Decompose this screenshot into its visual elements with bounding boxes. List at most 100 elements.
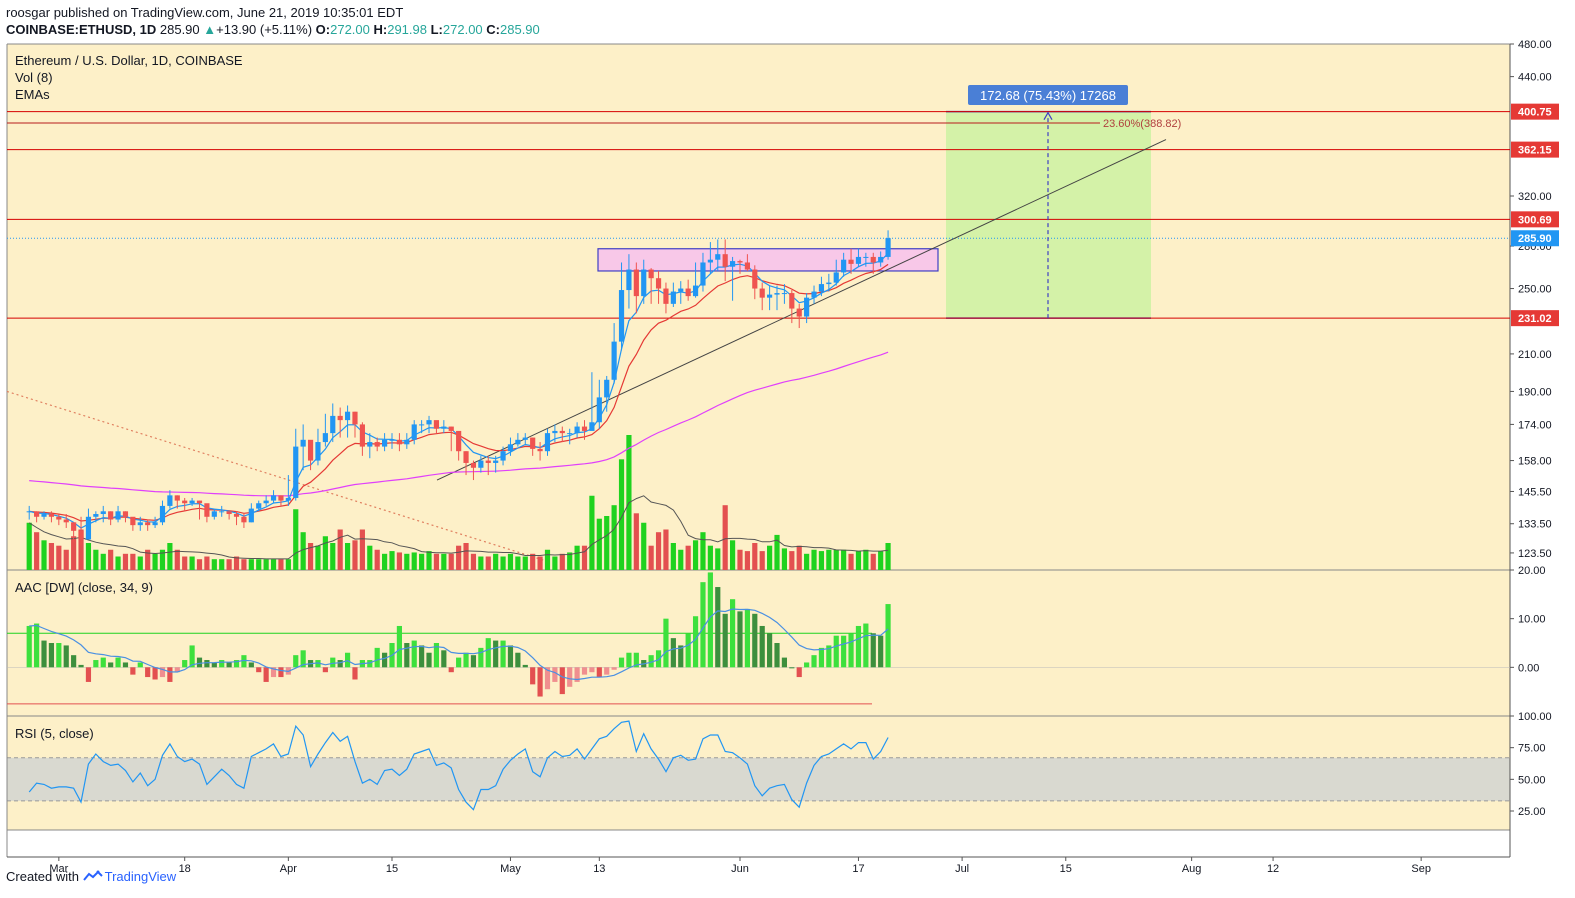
aac-bar [781, 657, 788, 668]
candle-body [426, 420, 432, 425]
aac-bar [322, 667, 328, 673]
volume-bar [63, 549, 69, 570]
volume-bar [485, 556, 491, 570]
volume-bar [544, 549, 551, 570]
level-price-badge [1511, 211, 1559, 228]
volume-bar [300, 532, 306, 570]
price-tick-label: 145.50 [1518, 486, 1552, 498]
volume-bar [344, 543, 351, 570]
aac-bar [767, 633, 773, 668]
volume-bar [404, 553, 410, 570]
volume-bar [337, 529, 343, 570]
tradingview-logo-icon [82, 870, 103, 881]
level-price-badge [1511, 310, 1559, 327]
candle-body [700, 262, 706, 286]
volume-bar [515, 556, 521, 570]
candle-body [774, 293, 780, 295]
volume-bar [589, 495, 595, 570]
aac-bar [596, 667, 602, 678]
created-with-text: Created with [6, 869, 79, 884]
aac-bar [78, 664, 84, 668]
aac-bar [441, 650, 447, 668]
candle-body [781, 293, 788, 295]
aac-bar [248, 662, 254, 668]
volume-bar [478, 556, 484, 570]
aac-bar [352, 667, 358, 680]
candle-body [456, 430, 462, 452]
volume-bar [196, 559, 203, 570]
aac-bar [396, 625, 403, 668]
aac-bar [759, 625, 765, 668]
candle-body [604, 379, 610, 398]
volume-bar [211, 559, 217, 570]
price-tick-label: 440.00 [1518, 72, 1552, 84]
candle-body [270, 495, 277, 501]
aac-legend: AAC [DW] (close, 34, 9) [15, 580, 153, 595]
aac-bar [56, 643, 62, 668]
candle-body [34, 511, 40, 517]
candle-body [567, 433, 573, 435]
aac-bar [374, 647, 380, 668]
volume-bar [655, 532, 662, 570]
volume-bar [685, 545, 691, 570]
candle-body [71, 522, 77, 531]
aac-bar [818, 647, 825, 668]
measure-label-bg [968, 85, 1128, 105]
volume-bar [330, 543, 336, 570]
aac-bar [115, 657, 121, 668]
volume-bar [604, 516, 610, 570]
time-tick-label: Mar [49, 863, 68, 875]
aac-bar [737, 611, 743, 668]
aac-tick-label: 0.00 [1518, 662, 1539, 674]
aac-bar [463, 652, 469, 668]
candle-body [26, 511, 32, 513]
candle-body [322, 433, 328, 443]
aac-bar [293, 655, 299, 668]
volume-bar [574, 545, 580, 570]
aac-bar [145, 667, 151, 678]
aac-bar [470, 655, 477, 668]
aac-tick-label: 20.00 [1518, 565, 1546, 577]
candle-body [219, 511, 225, 513]
aac-bar [626, 652, 632, 668]
volume-bar [441, 553, 447, 570]
publish-info: roosgar published on TradingView.com, Ju… [6, 5, 403, 20]
candle-body [559, 430, 565, 434]
candle-body [552, 430, 558, 434]
tradingview-brand-link[interactable]: TradingView [104, 869, 177, 884]
volume-bar [456, 545, 462, 570]
aac-bar [174, 667, 180, 673]
volume-bar [670, 543, 676, 570]
volume-bar [78, 529, 84, 570]
volume-bar [581, 545, 588, 570]
volume-bar [419, 553, 425, 570]
candle-body [663, 288, 669, 304]
aac-bar [567, 667, 573, 687]
aac-bar [411, 640, 417, 668]
aac-bar [263, 667, 269, 682]
candle-body [433, 420, 440, 429]
candle-body [522, 437, 528, 440]
volume-bar [26, 522, 32, 570]
volume-bar [530, 553, 536, 570]
low-value: 272.00 [442, 22, 483, 37]
volume-bar [841, 549, 847, 570]
candle-body [648, 269, 654, 279]
author-name[interactable]: roosgar [6, 5, 51, 20]
volume-bar [722, 505, 728, 570]
symbol-info: COINBASE:ETHUSD, 1D 285.90 ▲+13.90 (+5.1… [6, 22, 540, 37]
candle-body [48, 514, 55, 517]
volume-bar [537, 556, 543, 570]
aac-bar [833, 635, 839, 668]
price-tick-label: 133.50 [1518, 519, 1552, 531]
candle-body [226, 511, 232, 515]
time-tick-label: 18 [179, 863, 191, 875]
aac-bar [71, 655, 77, 668]
volume-bar [470, 553, 477, 570]
aac-bar [315, 660, 321, 668]
aac-bar [137, 662, 143, 668]
aac-bar [559, 667, 565, 695]
candle-body [404, 439, 410, 445]
aac-bar [552, 667, 558, 682]
